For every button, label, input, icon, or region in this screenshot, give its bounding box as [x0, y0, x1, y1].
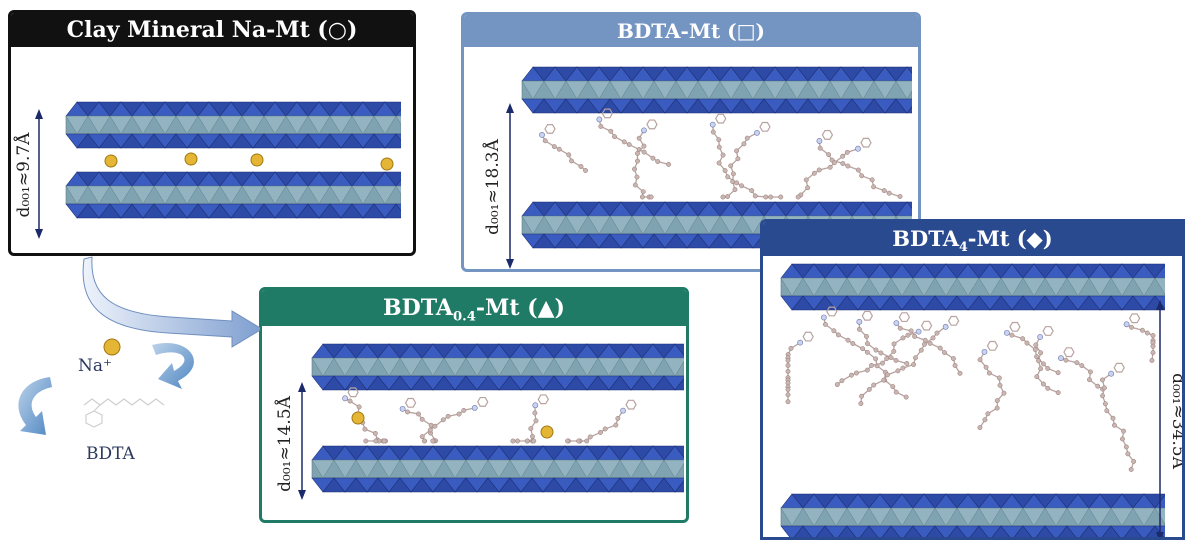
process-arrows: [18, 256, 260, 435]
d-spacing-label: d₀₀₁≈34.5Å: [1168, 373, 1185, 469]
legend-sodium-ion: [103, 338, 121, 356]
clay-layer-top: [65, 100, 413, 150]
panel-bdta04-mt: BDTA0.4-Mt (▲) d₀₀₁≈14.5Å: [259, 287, 689, 523]
bdta-molecules: [539, 108, 903, 200]
panel-bdta4-mt: BDTA4-Mt (◆) d₀₀₁≈34.5Å: [760, 219, 1185, 540]
curl-arrow-left: [18, 377, 52, 435]
d-spacing-label: d₀₀₁≈14.5Å: [274, 395, 295, 491]
curl-arrow-right: [152, 343, 194, 389]
bdta04-mt-structure: d₀₀₁≈14.5Å: [274, 342, 686, 500]
d-spacing-label: d₀₀₁≈18.3Å: [482, 138, 503, 234]
sodium-ion: [351, 411, 365, 425]
d-spacing-label: d₀₀₁≈9.7Å: [13, 132, 34, 218]
clay-layer-bottom: [65, 170, 413, 220]
sodium-ion: [184, 152, 198, 166]
sodium-ion: [104, 154, 118, 168]
bdta4-mt-structure: d₀₀₁≈34.5Å: [780, 262, 1185, 537]
panel-title-bdta4-mt: BDTA4-Mt (◆): [763, 222, 1182, 256]
panel-na-mt: Clay Mineral Na-Mt (○) d₀₀₁≈9.7Å: [8, 10, 416, 256]
panel-title-bdta-mt: BDTA-Mt (□): [464, 15, 918, 47]
bdta-molecules: [785, 306, 1156, 472]
clay-layer-top: [311, 342, 686, 392]
legend-bdta-label: BDTA: [86, 444, 135, 464]
legend-bdta-molecule: [83, 398, 165, 428]
clay-layer-top: [521, 65, 918, 115]
clay-layer-bottom: [780, 492, 1182, 537]
sodium-ion: [250, 153, 264, 167]
legend-na-label: Na⁺: [78, 356, 112, 376]
sodium-ion: [540, 425, 554, 439]
panel-title-na-mt: Clay Mineral Na-Mt (○): [11, 13, 413, 47]
na-mt-structure: d₀₀₁≈9.7Å: [13, 100, 413, 239]
panel-title-bdta04-mt: BDTA0.4-Mt (▲): [262, 290, 686, 326]
main-process-arrow: [82, 256, 260, 348]
clay-layer-bottom: [311, 444, 686, 494]
sodium-ion: [380, 157, 394, 171]
bdta-molecules: [342, 387, 637, 444]
clay-layer-top: [780, 262, 1182, 312]
